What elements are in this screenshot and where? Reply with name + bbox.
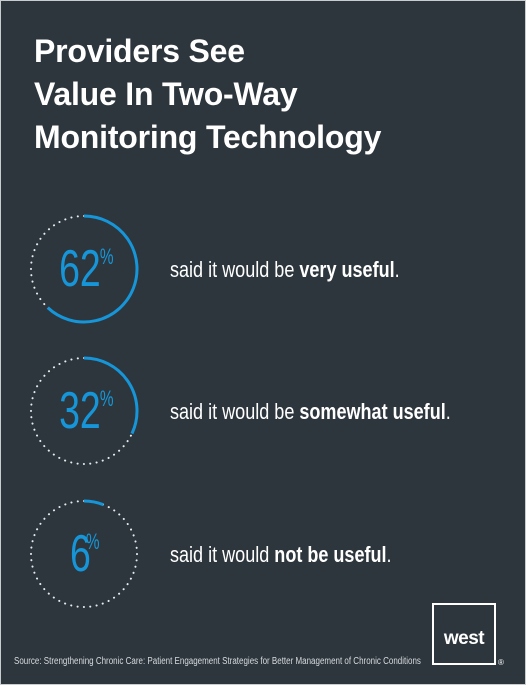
- ring-arc-not-useful: [83, 499, 105, 507]
- ring-arc-somewhat-useful: [83, 356, 139, 435]
- statement-not-useful: said it would not be useful.: [170, 542, 392, 568]
- west-logo: west: [432, 603, 496, 665]
- stat-somewhat-useful: 32 % said it would be somewhat useful.: [0, 351, 526, 471]
- percent-symbol: %: [100, 386, 114, 411]
- statement-prefix: said it would be: [170, 257, 300, 282]
- percent-number: 6: [69, 525, 91, 583]
- statement-suffix: .: [394, 257, 400, 282]
- registered-mark: ®: [498, 658, 504, 667]
- ring-arc-very-useful: [46, 214, 139, 324]
- statement-emphasis: very useful: [299, 257, 395, 282]
- statement-very-useful: said it would be very useful.: [170, 257, 400, 283]
- percent-value-not-useful: 6 %: [24, 494, 144, 614]
- ring-chart-very-useful: [30, 214, 139, 324]
- statement-suffix: .: [386, 542, 392, 567]
- percent-symbol: %: [100, 244, 114, 269]
- page-title: Providers See Value In Two-Way Monitorin…: [34, 30, 381, 159]
- source-note: Source: Strengthening Chronic Care: Pati…: [14, 656, 421, 667]
- statement-prefix: said it would be: [170, 399, 300, 424]
- percent-value-very-useful: 62 %: [24, 209, 144, 329]
- statement-emphasis: somewhat useful: [299, 399, 446, 424]
- percent-symbol: %: [85, 529, 100, 554]
- stat-very-useful: 62 % said it would be very useful.: [0, 209, 526, 329]
- ring-chart-somewhat-useful: [30, 356, 139, 465]
- title-line-3: Monitoring Technology: [34, 119, 382, 155]
- statement-prefix: said it would: [170, 542, 275, 567]
- title-line-1: Providers See: [34, 33, 245, 69]
- percent-number: 32: [59, 382, 102, 440]
- logo-wordmark: west: [443, 628, 485, 649]
- ring-chart-not-useful: [30, 499, 138, 608]
- statement-suffix: .: [445, 399, 451, 424]
- percent-value-somewhat-useful: 32 %: [24, 351, 144, 471]
- title-line-2: Value In Two-Way: [34, 76, 298, 112]
- statement-emphasis: not be useful: [274, 542, 387, 567]
- percent-number: 62: [59, 240, 102, 298]
- statement-somewhat-useful: said it would be somewhat useful.: [170, 399, 451, 425]
- stat-not-useful: 6 % said it would not be useful.: [0, 494, 526, 614]
